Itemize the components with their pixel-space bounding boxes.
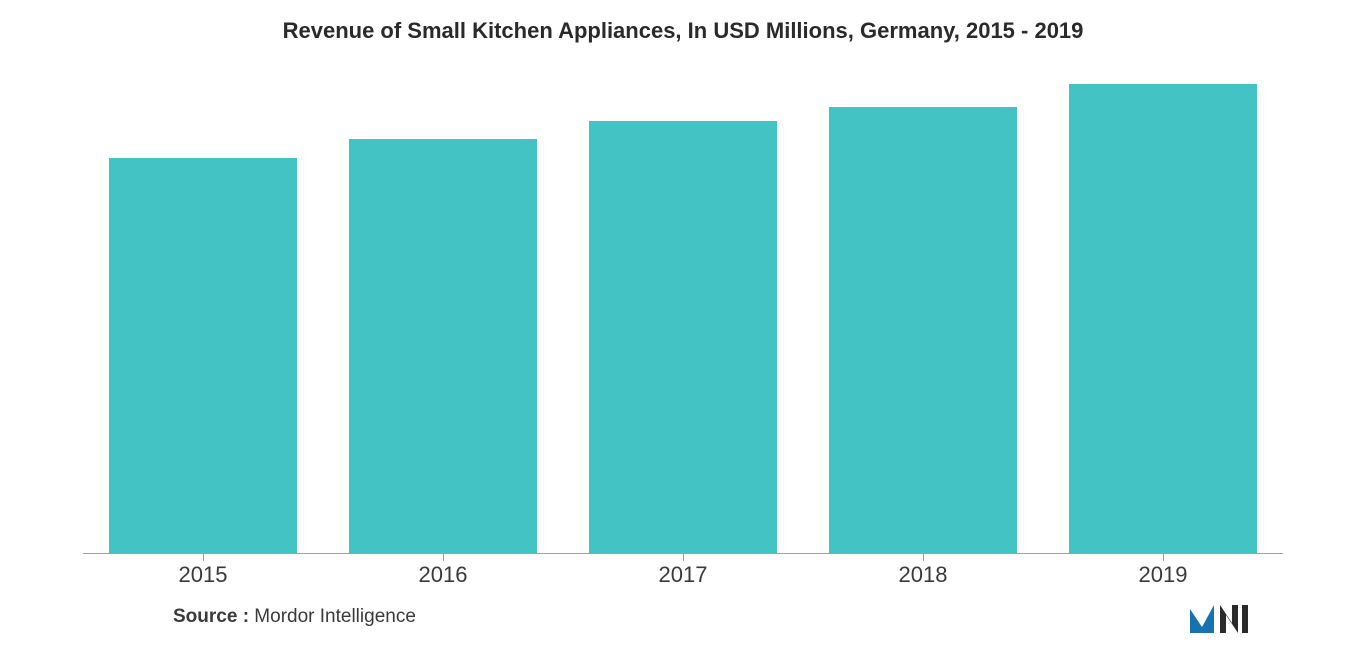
mordor-intelligence-logo-icon [1188, 599, 1256, 637]
source-text: Mordor Intelligence [249, 606, 416, 627]
x-tick [203, 553, 204, 561]
x-label: 2015 [83, 562, 323, 588]
x-label: 2018 [803, 562, 1043, 588]
bar-2019 [1069, 84, 1257, 553]
source-label: Source : [173, 606, 249, 627]
x-tick [923, 553, 924, 561]
x-label: 2017 [563, 562, 803, 588]
bar-2016 [349, 139, 537, 553]
x-label: 2019 [1043, 562, 1283, 588]
bar-slot [803, 84, 1043, 553]
bar-slot [323, 84, 563, 553]
x-label: 2016 [323, 562, 563, 588]
bar-2018 [829, 107, 1017, 554]
source-attribution: Source : Mordor Intelligence [83, 606, 1283, 628]
x-tick [683, 553, 684, 561]
bar-slot [1043, 84, 1283, 553]
chart-plot-area [83, 84, 1283, 554]
x-tick [443, 553, 444, 561]
bar-2017 [589, 121, 777, 553]
x-axis-labels: 2015 2016 2017 2018 2019 [83, 562, 1283, 588]
bar-2015 [109, 158, 297, 553]
bar-slot [83, 84, 323, 553]
x-tick [1163, 553, 1164, 561]
bars-container [83, 84, 1283, 553]
chart-title: Revenue of Small Kitchen Appliances, In … [0, 0, 1366, 54]
bar-slot [563, 84, 803, 553]
